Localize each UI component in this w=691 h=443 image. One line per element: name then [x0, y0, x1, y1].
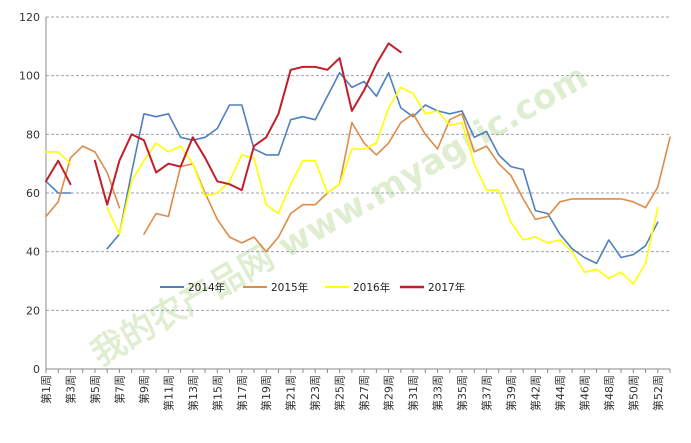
x-tick-label: 第19周	[259, 375, 273, 411]
x-tick-label: 第21周	[284, 375, 298, 411]
y-tick-label: 100	[19, 70, 40, 83]
x-tick-label: 第5周	[88, 375, 102, 404]
series-2016年	[45, 86, 659, 285]
x-tick-label: 第33周	[431, 375, 445, 411]
x-tick-label: 第46周	[577, 375, 591, 411]
x-tick-label: 第35周	[455, 375, 469, 411]
series-line	[45, 151, 72, 165]
series-line	[106, 86, 659, 285]
legend: 2014年 2015年 2016年 2017年	[160, 281, 465, 294]
legend-label: 2015年	[271, 281, 308, 294]
x-tick-label: 第15周	[210, 375, 224, 411]
x-tick-label: 第23周	[308, 375, 322, 411]
y-tick-label: 0	[33, 363, 40, 376]
series-line	[45, 180, 72, 194]
x-tick-label: 第25周	[333, 375, 347, 411]
y-tick-label: 60	[26, 187, 40, 200]
x-tick-label: 第52周	[651, 375, 665, 411]
legend-label: 2014年	[188, 281, 225, 294]
series-2014年	[45, 71, 659, 265]
x-tick-label: 第48周	[602, 375, 616, 411]
x-tick-label: 第39周	[504, 375, 518, 411]
series-line	[143, 113, 671, 253]
x-tick-label: 第1周	[39, 375, 53, 404]
legend-label: 2016年	[353, 281, 390, 294]
x-tick-label: 第11周	[161, 375, 175, 411]
y-tick-label: 20	[26, 304, 40, 317]
y-tick-label: 120	[19, 11, 40, 24]
x-tick-label: 第44周	[553, 375, 567, 411]
x-tick-label: 第27周	[357, 375, 371, 411]
x-tick-label: 第13周	[186, 375, 200, 411]
y-tick-label: 40	[26, 246, 40, 259]
series-2017年	[45, 42, 402, 206]
x-tick-label: 第7周	[112, 375, 126, 404]
series-line	[45, 159, 72, 186]
x-tick-label: 第42周	[528, 375, 542, 411]
series-line	[45, 145, 121, 218]
series-line	[93, 42, 402, 206]
x-tick-label: 第50周	[626, 375, 640, 411]
series-line	[106, 71, 659, 265]
y-tick-label: 80	[26, 128, 40, 141]
x-tick-label: 第29周	[382, 375, 396, 411]
x-tick-label: 第17周	[235, 375, 249, 411]
x-tick-label: 第37周	[479, 375, 493, 411]
x-tick-label: 第3周	[63, 375, 77, 404]
x-tick-label: 第31周	[406, 375, 420, 411]
legend-label: 2017年	[428, 281, 465, 294]
series-2015年	[45, 113, 671, 253]
x-tick-label: 第9周	[137, 375, 151, 404]
